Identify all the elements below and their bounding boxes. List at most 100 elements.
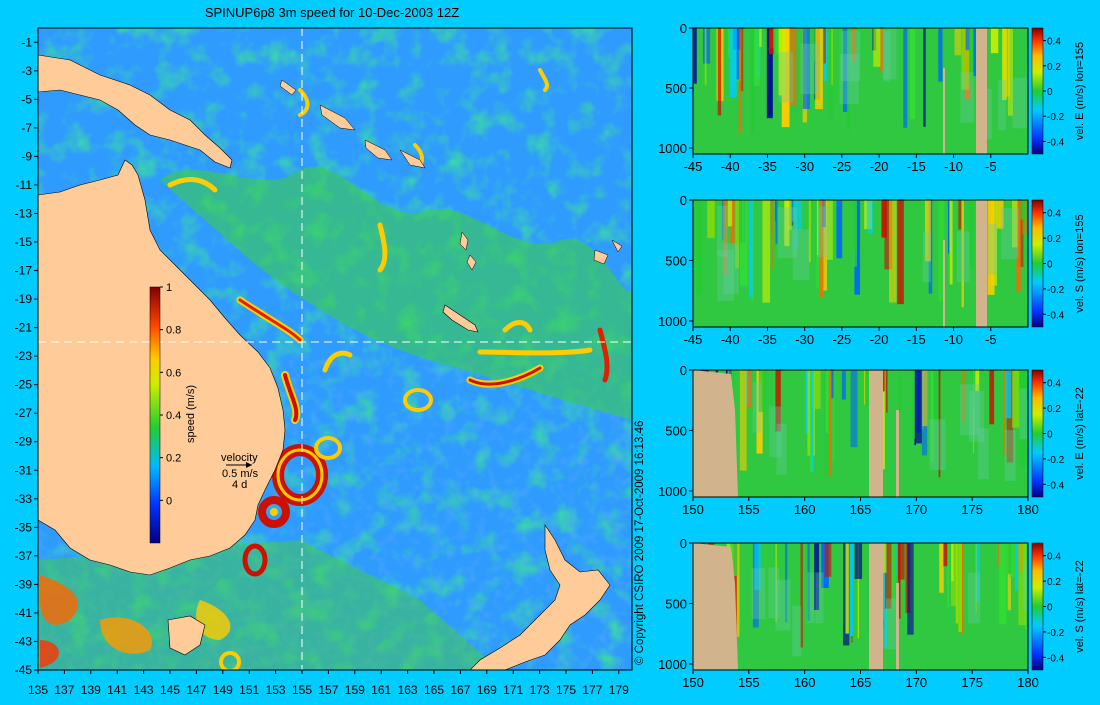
section-y-tick-label: 1000 [658, 484, 687, 499]
section-colorbar-tick-label: 0.2 [1047, 234, 1061, 245]
land-australia [38, 159, 286, 576]
map-x-tick-label: 171 [503, 683, 523, 697]
section-land [693, 370, 738, 497]
section-colorbar-tick-label: 0.4 [1047, 379, 1061, 390]
map-x-tick-label: 141 [107, 683, 127, 697]
map-x-tick-label: 149 [213, 683, 233, 697]
map-y-tick-label: -45 [15, 663, 33, 677]
eddy-mid [403, 388, 433, 412]
section-colorbar-tick-label: 0 [1047, 603, 1053, 614]
section-x-tick-label: -30 [795, 159, 814, 174]
velocity-key: velocity 0.5 m/s 4 d [221, 452, 259, 491]
map-x-tick-label: 147 [186, 683, 206, 697]
speed-colorbar-label: speed (m/s) [185, 385, 197, 443]
section-land [976, 200, 987, 327]
map-x-tick-label: 143 [134, 683, 154, 697]
section-x-tick-label: -15 [907, 332, 926, 347]
map-y-tick-label: -11 [16, 178, 33, 192]
section-x-tick-label: 170 [905, 675, 927, 690]
section-colorbar-tick-label: -0.2 [1047, 112, 1065, 123]
section-x-tick-label: -30 [795, 332, 814, 347]
section-x-tick-label: -10 [944, 332, 963, 347]
section-colorbar-tick-label: -0.2 [1047, 628, 1065, 639]
section-colorbar-label: vel. S (m/s) lon=155 [1074, 214, 1086, 312]
section-colorbar [1031, 27, 1044, 155]
section-x-tick-label: -45 [684, 159, 703, 174]
section-x-tick-label: -25 [832, 332, 851, 347]
map-y-tick-label: -43 [15, 634, 33, 648]
section-colorbar-tick-label: 0.4 [1047, 209, 1061, 220]
section-y-tick-label: 500 [665, 253, 687, 268]
section-x-tick-label: 165 [850, 502, 872, 517]
map-y-tick-label: -41 [15, 606, 33, 620]
section-x-tick-label: 155 [738, 675, 760, 690]
section-x-tick-label: -45 [684, 332, 703, 347]
map-x-tick-label: 159 [345, 683, 365, 697]
velocity-key-speed: 0.5 m/s [222, 468, 259, 480]
velocity-key-title: velocity [221, 452, 258, 464]
section-x-tick-label: -35 [758, 159, 777, 174]
map-y-tick-label: -7 [21, 121, 32, 135]
section-x-tick-label: -5 [985, 159, 997, 174]
map-x-tick-label: 151 [239, 683, 259, 697]
section-colorbar-tick-label: 0.4 [1047, 552, 1061, 563]
map-y-tick-label: -27 [15, 406, 33, 420]
speed-colorbar: 1 0.8 0.6 0.4 0.2 0 speed (m/s) [149, 282, 197, 544]
section-colorbar-tick-label: 0.2 [1047, 62, 1061, 73]
copyright-text: © Copyright CSIRO 2009 17-Oct-2009 16:13… [634, 421, 646, 665]
page-title: SPINUP6p8 3m speed for 10-Dec-2003 12Z [205, 5, 459, 20]
section-colorbar-tick-label: -0.4 [1047, 480, 1065, 491]
speed-colorbar-scale [149, 286, 161, 544]
map-y-tick-label: -9 [21, 149, 32, 163]
land-solomon-islands [279, 79, 426, 169]
section-panel-1: -45 -40 -35 -30 -25 -20 -15 -10 -5 0 500 1000 0.4 0.2… [658, 21, 1086, 174]
velocity-key-duration: 4 d [232, 479, 247, 491]
section-land [869, 543, 883, 670]
section-colorbar-label: vel. S (m/s) lat=-22 [1074, 560, 1086, 653]
map-y-tick-label: -31 [15, 463, 33, 477]
speed-colorbar-tick-label: 0.4 [166, 410, 181, 422]
section-field [693, 370, 1028, 497]
section-colorbar-tick-label: -0.2 [1047, 455, 1065, 466]
speed-colorbar-tick-label: 0.6 [166, 367, 181, 379]
section-colorbar-tick-label: -0.2 [1047, 285, 1065, 296]
section-colorbar-tick-label: 0.2 [1047, 577, 1061, 588]
section-y-tick-label: 0 [680, 536, 687, 551]
section-colorbar-tick-label: 0.2 [1047, 404, 1061, 415]
section-panel-4: 150 155 160 165 170 175 180 0 500 1000 0.4 0.2 0 -0.2… [658, 536, 1086, 690]
map-x-tick-label: 167 [450, 683, 470, 697]
map-y-tick-label: -39 [15, 577, 33, 591]
map-x-tick-label: 165 [424, 683, 444, 697]
map-x-tick-label: 139 [81, 683, 101, 697]
eddy-bottom [219, 651, 241, 670]
section-x-tick-label: -5 [985, 332, 997, 347]
section-panel-3: 150 155 160 165 170 175 180 0 500 1000 0.4 0.2 0 -0.2… [658, 363, 1086, 517]
section-x-tick-label: -40 [721, 159, 740, 174]
speed-map [38, 28, 632, 670]
section-x-tick-label: -35 [758, 332, 777, 347]
section-x-tick-label: 150 [682, 502, 704, 517]
map-y-tick-label: -23 [15, 349, 33, 363]
map-y-tick-label: -37 [15, 549, 33, 563]
section-x-tick-label: -40 [721, 332, 740, 347]
section-land [976, 28, 987, 154]
land-new-guinea [38, 54, 233, 169]
map-y-tick-label: -19 [15, 292, 33, 306]
map-y-tick-label: -5 [21, 92, 32, 106]
section-colorbar-tick-label: 0 [1047, 87, 1053, 98]
section-colorbar-tick-label: -0.4 [1047, 653, 1065, 664]
speed-colorbar-tick-label: 0.2 [166, 453, 181, 465]
map-y-tick-label: -15 [15, 235, 33, 249]
map-x-tick-label: 173 [530, 683, 550, 697]
land-tasmania [167, 615, 206, 656]
section-x-tick-label: 180 [1017, 502, 1039, 517]
section-land [943, 240, 945, 327]
jet-streaks [167, 68, 610, 424]
speed-colorbar-ticks: 1 0.8 0.6 0.4 0.2 0 [160, 282, 181, 507]
section-colorbar-tick-label: -0.4 [1047, 310, 1065, 321]
speed-colorbar-tick-label: 1 [166, 282, 172, 294]
section-y-tick-label: 1000 [658, 314, 687, 329]
eddies [219, 388, 433, 670]
eddy-south [242, 543, 268, 577]
map-x-tick-label: 179 [609, 683, 629, 697]
